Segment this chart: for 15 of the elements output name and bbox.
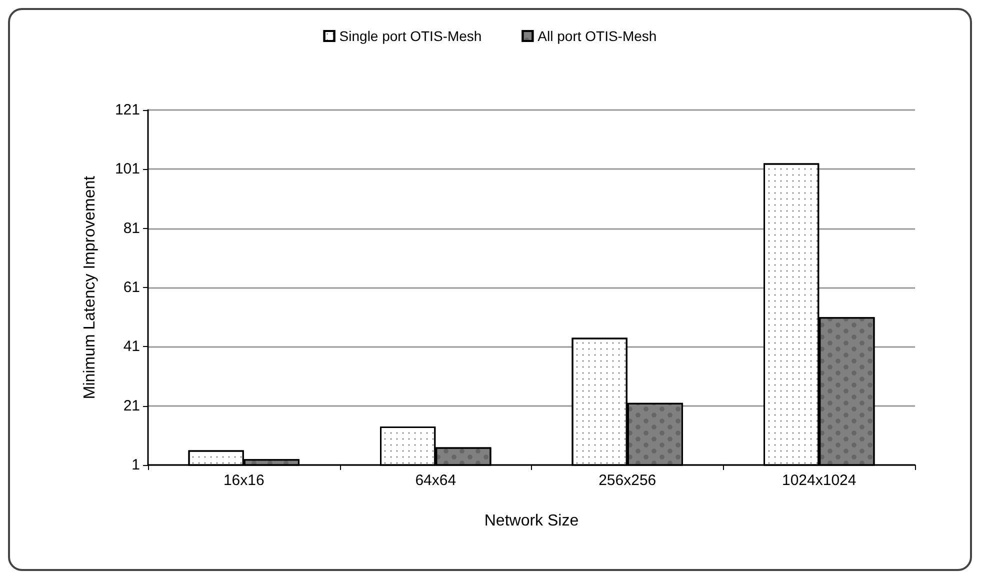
x-axis-title: Network Size — [484, 512, 579, 530]
y-tick-label: 101 — [114, 160, 140, 178]
legend-label: Single port OTIS-Mesh — [339, 28, 482, 44]
y-tick-label: 61 — [123, 279, 140, 296]
legend-label: All port OTIS-Mesh — [538, 28, 657, 44]
x-tick-label: 1024x1024 — [782, 472, 856, 489]
y-tick-label: 41 — [123, 338, 140, 356]
x-tick-label: 16x16 — [223, 472, 264, 489]
y-tick-label: 81 — [123, 220, 140, 237]
x-tick-label: 256x256 — [598, 472, 656, 489]
y-tick-label: 1 — [132, 456, 140, 474]
y-tick-label: 21 — [123, 397, 140, 414]
y-tick-label: 121 — [114, 102, 140, 118]
y-axis-title: Minimum Latency Improvement — [82, 175, 98, 400]
x-tick-label: 64x64 — [415, 472, 456, 489]
